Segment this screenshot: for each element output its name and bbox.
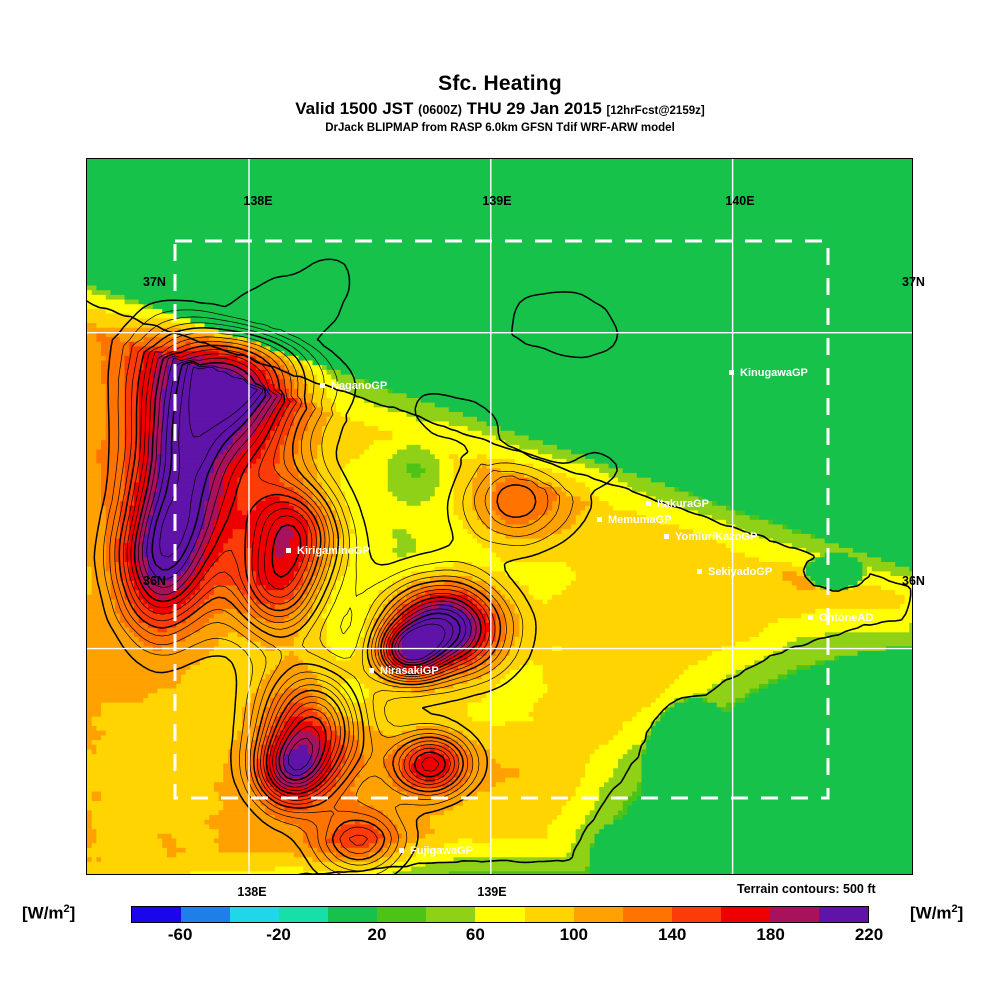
unit-left: [W/m2] bbox=[22, 903, 76, 923]
colorbar-tick: 20 bbox=[367, 925, 387, 944]
forecast-tag: [12hrFcst@2159z] bbox=[606, 105, 705, 117]
colorbar-tick: 220 bbox=[854, 925, 884, 944]
valid-date: THU 29 Jan 2015 bbox=[466, 99, 602, 118]
valid-time-line: Valid 1500 JST (0600Z) THU 29 Jan 2015 [… bbox=[0, 99, 1000, 119]
axis-tick-label: 138E bbox=[237, 885, 267, 899]
axis-tick-label: 139E bbox=[482, 194, 512, 208]
colorbar-swatch bbox=[377, 907, 427, 922]
axis-tick-label: 139E bbox=[477, 885, 507, 899]
station-marker[interactable] bbox=[369, 668, 374, 673]
colorbar-swatch bbox=[671, 907, 721, 922]
axis-tick-label: 140E bbox=[725, 194, 755, 208]
map-panel[interactable] bbox=[86, 158, 913, 875]
colorbar-swatch bbox=[279, 907, 329, 922]
colorbar-swatch bbox=[720, 907, 770, 922]
axis-tick-label: 36N bbox=[902, 574, 925, 588]
station-marker[interactable] bbox=[286, 548, 291, 553]
axis-tick-label: 138E bbox=[243, 194, 273, 208]
station-marker[interactable] bbox=[646, 501, 651, 506]
station-marker[interactable] bbox=[320, 383, 325, 388]
colorbar-swatch bbox=[622, 907, 672, 922]
colorbar-tick: 180 bbox=[756, 925, 785, 944]
page-title: Sfc. Heating bbox=[438, 72, 562, 95]
terrain-contour-note: Terrain contours: 500 ft bbox=[737, 882, 876, 896]
colorbar-tick: 60 bbox=[465, 925, 485, 944]
station-marker[interactable] bbox=[697, 569, 702, 574]
colorbar-swatch bbox=[426, 907, 476, 922]
colorbar-swatch bbox=[181, 907, 231, 922]
station-marker[interactable] bbox=[808, 615, 813, 620]
colorbar-swatch bbox=[524, 907, 574, 922]
colorbar-tick: -60 bbox=[167, 925, 193, 944]
axis-tick-label: 37N bbox=[902, 275, 925, 289]
station-marker[interactable] bbox=[597, 517, 602, 522]
colorbar-swatch bbox=[230, 907, 280, 922]
colorbar-swatch bbox=[328, 907, 378, 922]
colorbar-swatch bbox=[475, 907, 525, 922]
colorbar-swatch bbox=[818, 907, 868, 922]
colorbar-tick: -20 bbox=[266, 925, 291, 944]
colorbar-tick: 140 bbox=[658, 925, 687, 944]
valid-utc: (0600Z) bbox=[418, 103, 462, 117]
station-marker[interactable] bbox=[399, 848, 404, 853]
unit-right: [W/m2] bbox=[910, 903, 964, 923]
station-marker[interactable] bbox=[664, 534, 669, 539]
valid-prefix: Valid 1500 JST bbox=[295, 99, 414, 118]
colorbar-swatch bbox=[132, 907, 182, 922]
station-marker[interactable] bbox=[729, 370, 734, 375]
colorbar-tick: 100 bbox=[559, 925, 588, 944]
model-line: DrJack BLIPMAP from RASP 6.0km GFSN Tdif… bbox=[325, 122, 675, 134]
colorbar-swatch bbox=[573, 907, 623, 922]
axis-tick-label: 37N bbox=[143, 275, 166, 289]
colorbar-swatch bbox=[769, 907, 819, 922]
heating-field-svg bbox=[87, 159, 912, 874]
colorbar[interactable] bbox=[131, 906, 869, 923]
axis-tick-label: 36N bbox=[143, 574, 166, 588]
